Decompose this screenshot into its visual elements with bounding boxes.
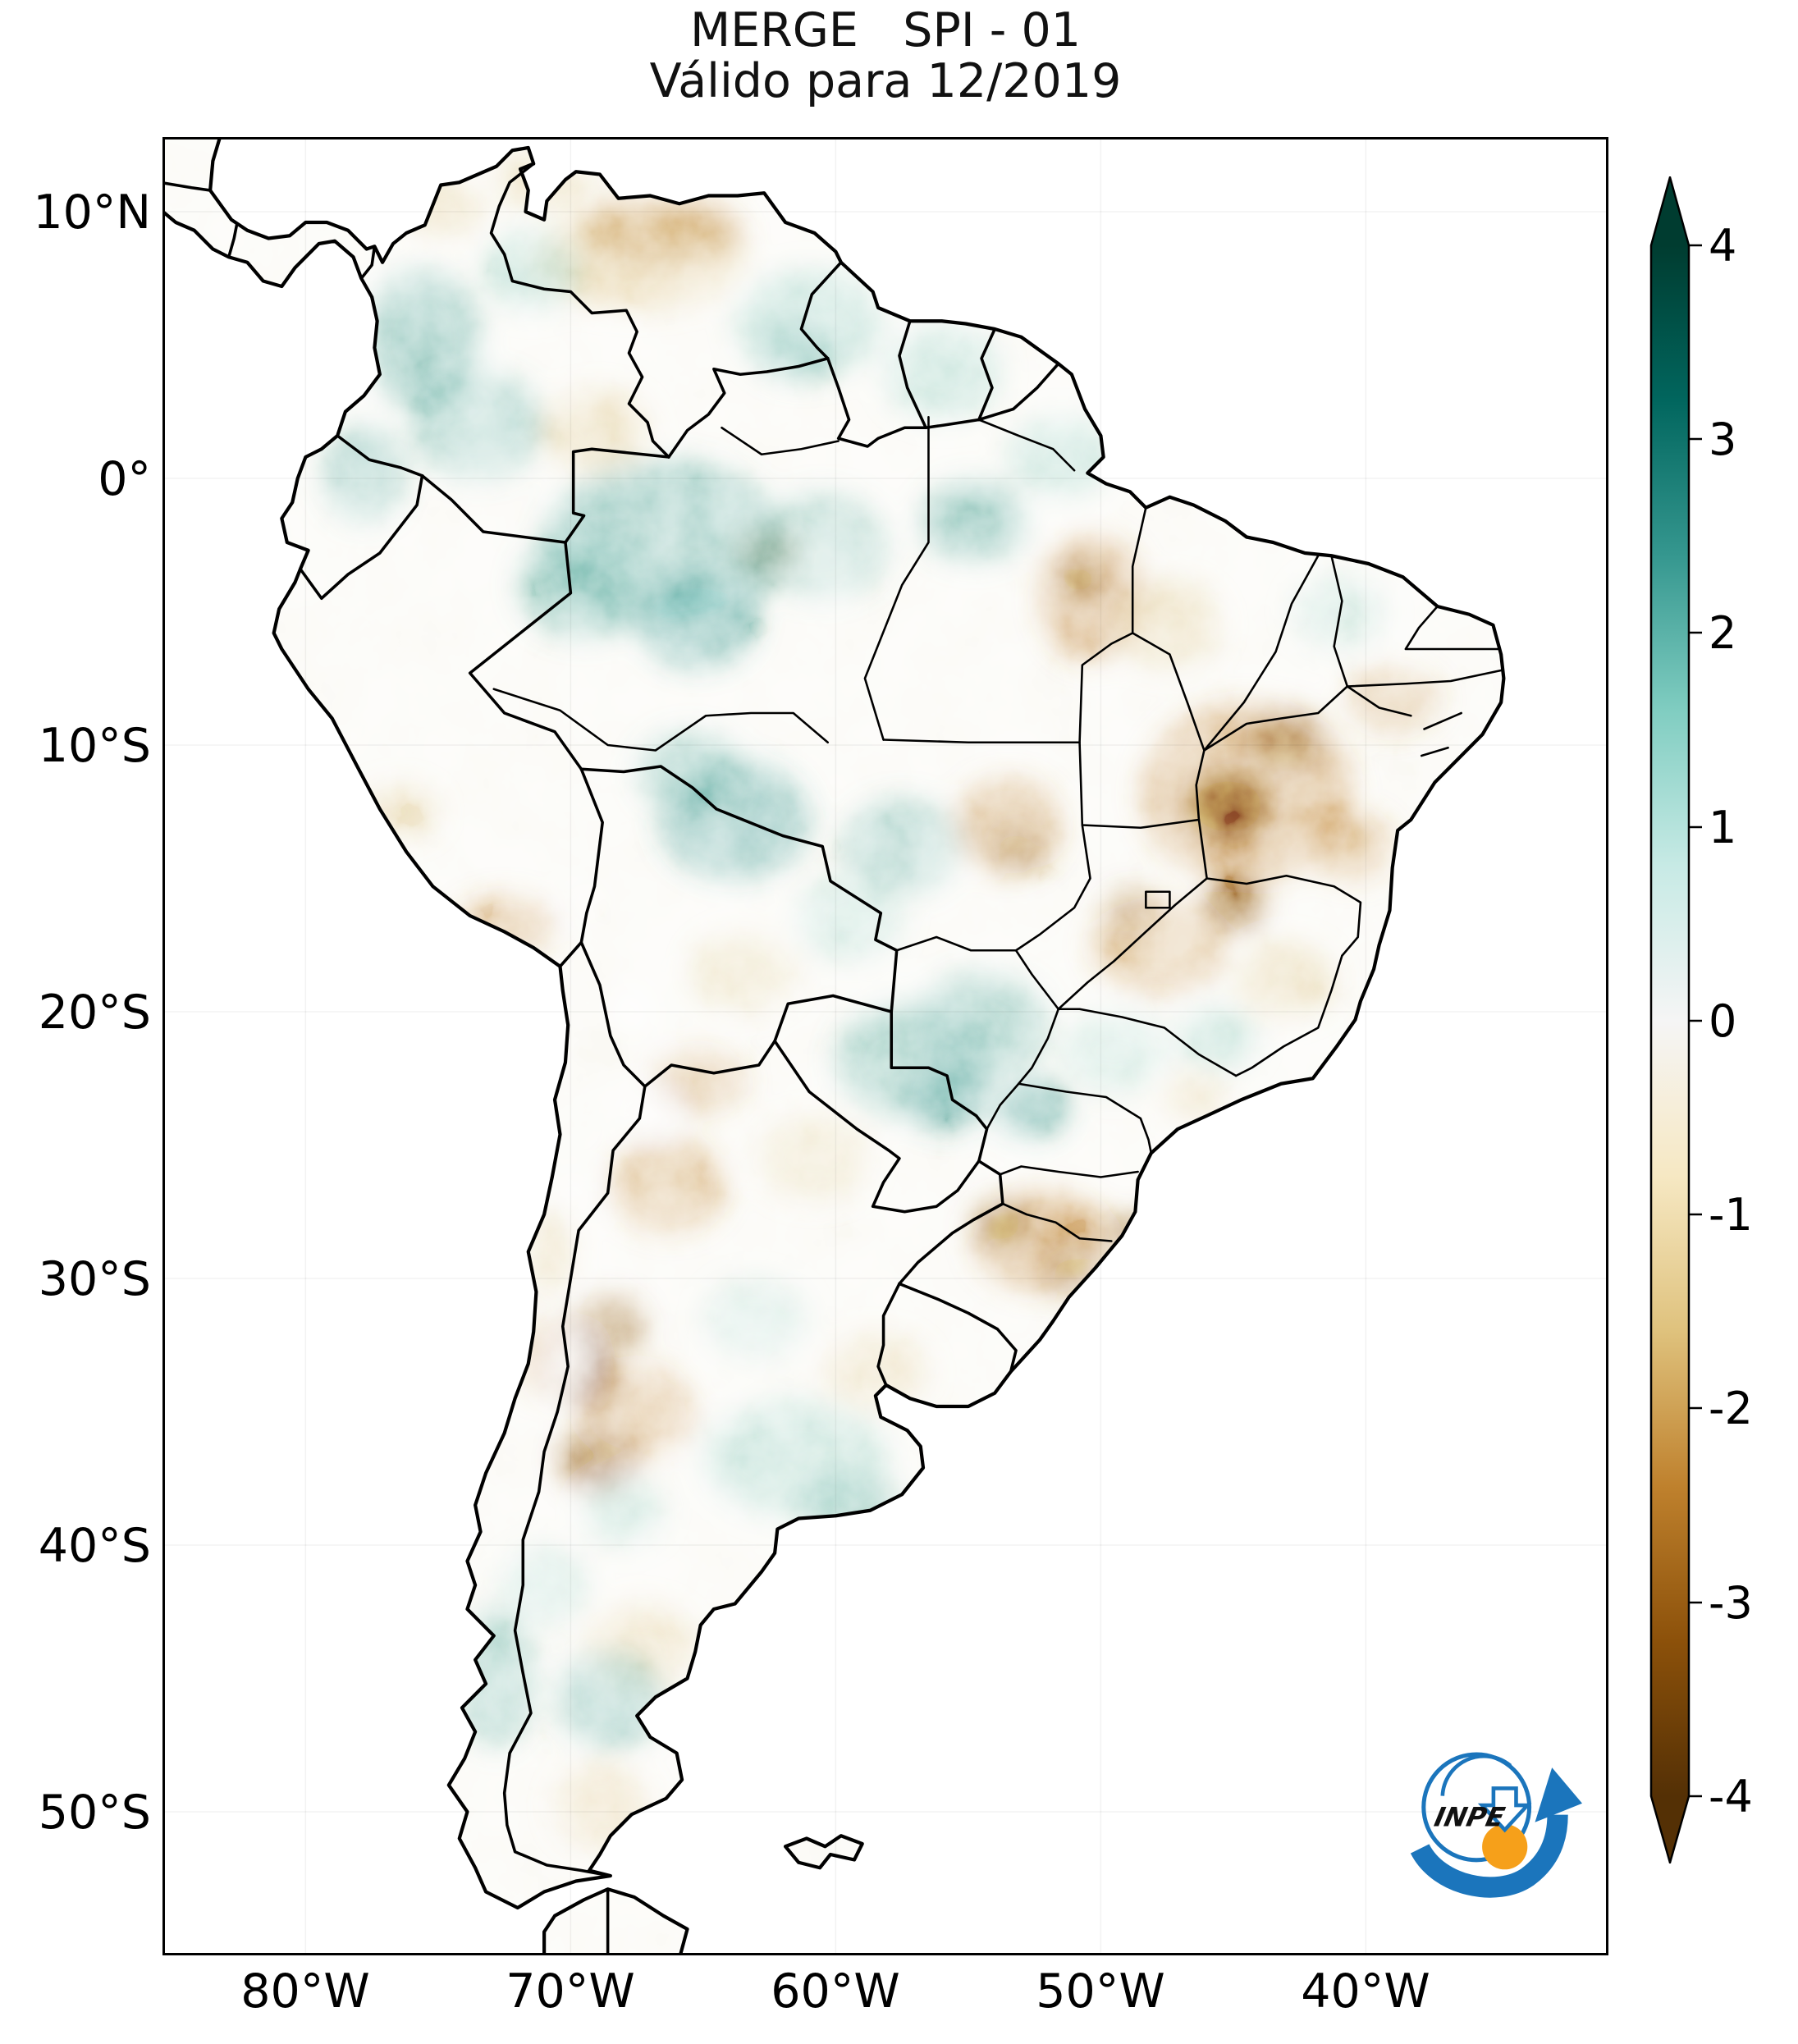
inpe-logo-orange-ball <box>1482 1824 1528 1870</box>
lat-label-10n: 10°N <box>33 185 151 240</box>
noise-texture-fine <box>162 137 1504 1955</box>
colorbar <box>1649 176 1702 1863</box>
inpe-logo-text: INPE <box>1432 1802 1507 1833</box>
spi-field <box>162 137 1504 1955</box>
colorbar-tick-3: 3 <box>1709 414 1737 465</box>
colorbar-tick-2: 2 <box>1709 607 1737 659</box>
lat-label-50s: 50°S <box>38 1786 151 1840</box>
graticule <box>162 137 1608 1955</box>
map-canvas: INPE <box>162 137 1608 1955</box>
colorbar-gradient-bar <box>1649 176 1690 1863</box>
figure-subtitle: Válido para 12/2019 <box>649 54 1122 108</box>
country-borders <box>162 162 1060 1955</box>
title-block: MERGE SPI - 01 Válido para 12/2019 <box>162 5 1608 107</box>
inpe-logo-down-arrow-icon <box>1477 1786 1532 1833</box>
lon-label-40w: 40°W <box>1301 1964 1430 2019</box>
figure-title: MERGE SPI - 01 <box>689 3 1082 57</box>
colorbar-tick-1: 1 <box>1709 802 1737 853</box>
coastline <box>162 137 1506 1955</box>
lat-label-10s: 10°S <box>38 719 151 773</box>
map-frame-border <box>162 137 1608 1955</box>
colorbar-tick-marks <box>1689 244 1702 1798</box>
inpe-logo-inner-arc <box>1440 1754 1512 1796</box>
lat-label-40s: 40°S <box>38 1519 151 1573</box>
lat-label-0: 0° <box>98 452 151 506</box>
lat-label-30s: 30°S <box>38 1252 151 1306</box>
lon-label-80w: 80°W <box>240 1964 370 2019</box>
colorbar-tick-m1: -1 <box>1709 1189 1753 1241</box>
lat-label-20s: 20°S <box>38 985 151 1040</box>
colorbar-tick-m4: -4 <box>1709 1771 1753 1822</box>
inpe-logo-swoosh <box>1410 1814 1568 1898</box>
state-borders <box>492 415 1503 1242</box>
lon-label-70w: 70°W <box>506 1964 635 2019</box>
colorbar-tick-4: 4 <box>1709 220 1737 272</box>
inpe-logo-circle <box>1421 1752 1532 1863</box>
inpe-logo-arrowhead-icon <box>1535 1767 1582 1822</box>
colorbar-tick-m3: -3 <box>1709 1577 1753 1629</box>
inpe-logo: INPE <box>1410 1752 1582 1898</box>
map-panel: INPE <box>162 137 1608 1955</box>
colorbar-tick-0: 0 <box>1709 995 1737 1047</box>
colorbar-tick-m2: -2 <box>1709 1383 1753 1434</box>
lon-label-50w: 50°W <box>1036 1964 1165 2019</box>
lon-label-60w: 60°W <box>771 1964 900 2019</box>
